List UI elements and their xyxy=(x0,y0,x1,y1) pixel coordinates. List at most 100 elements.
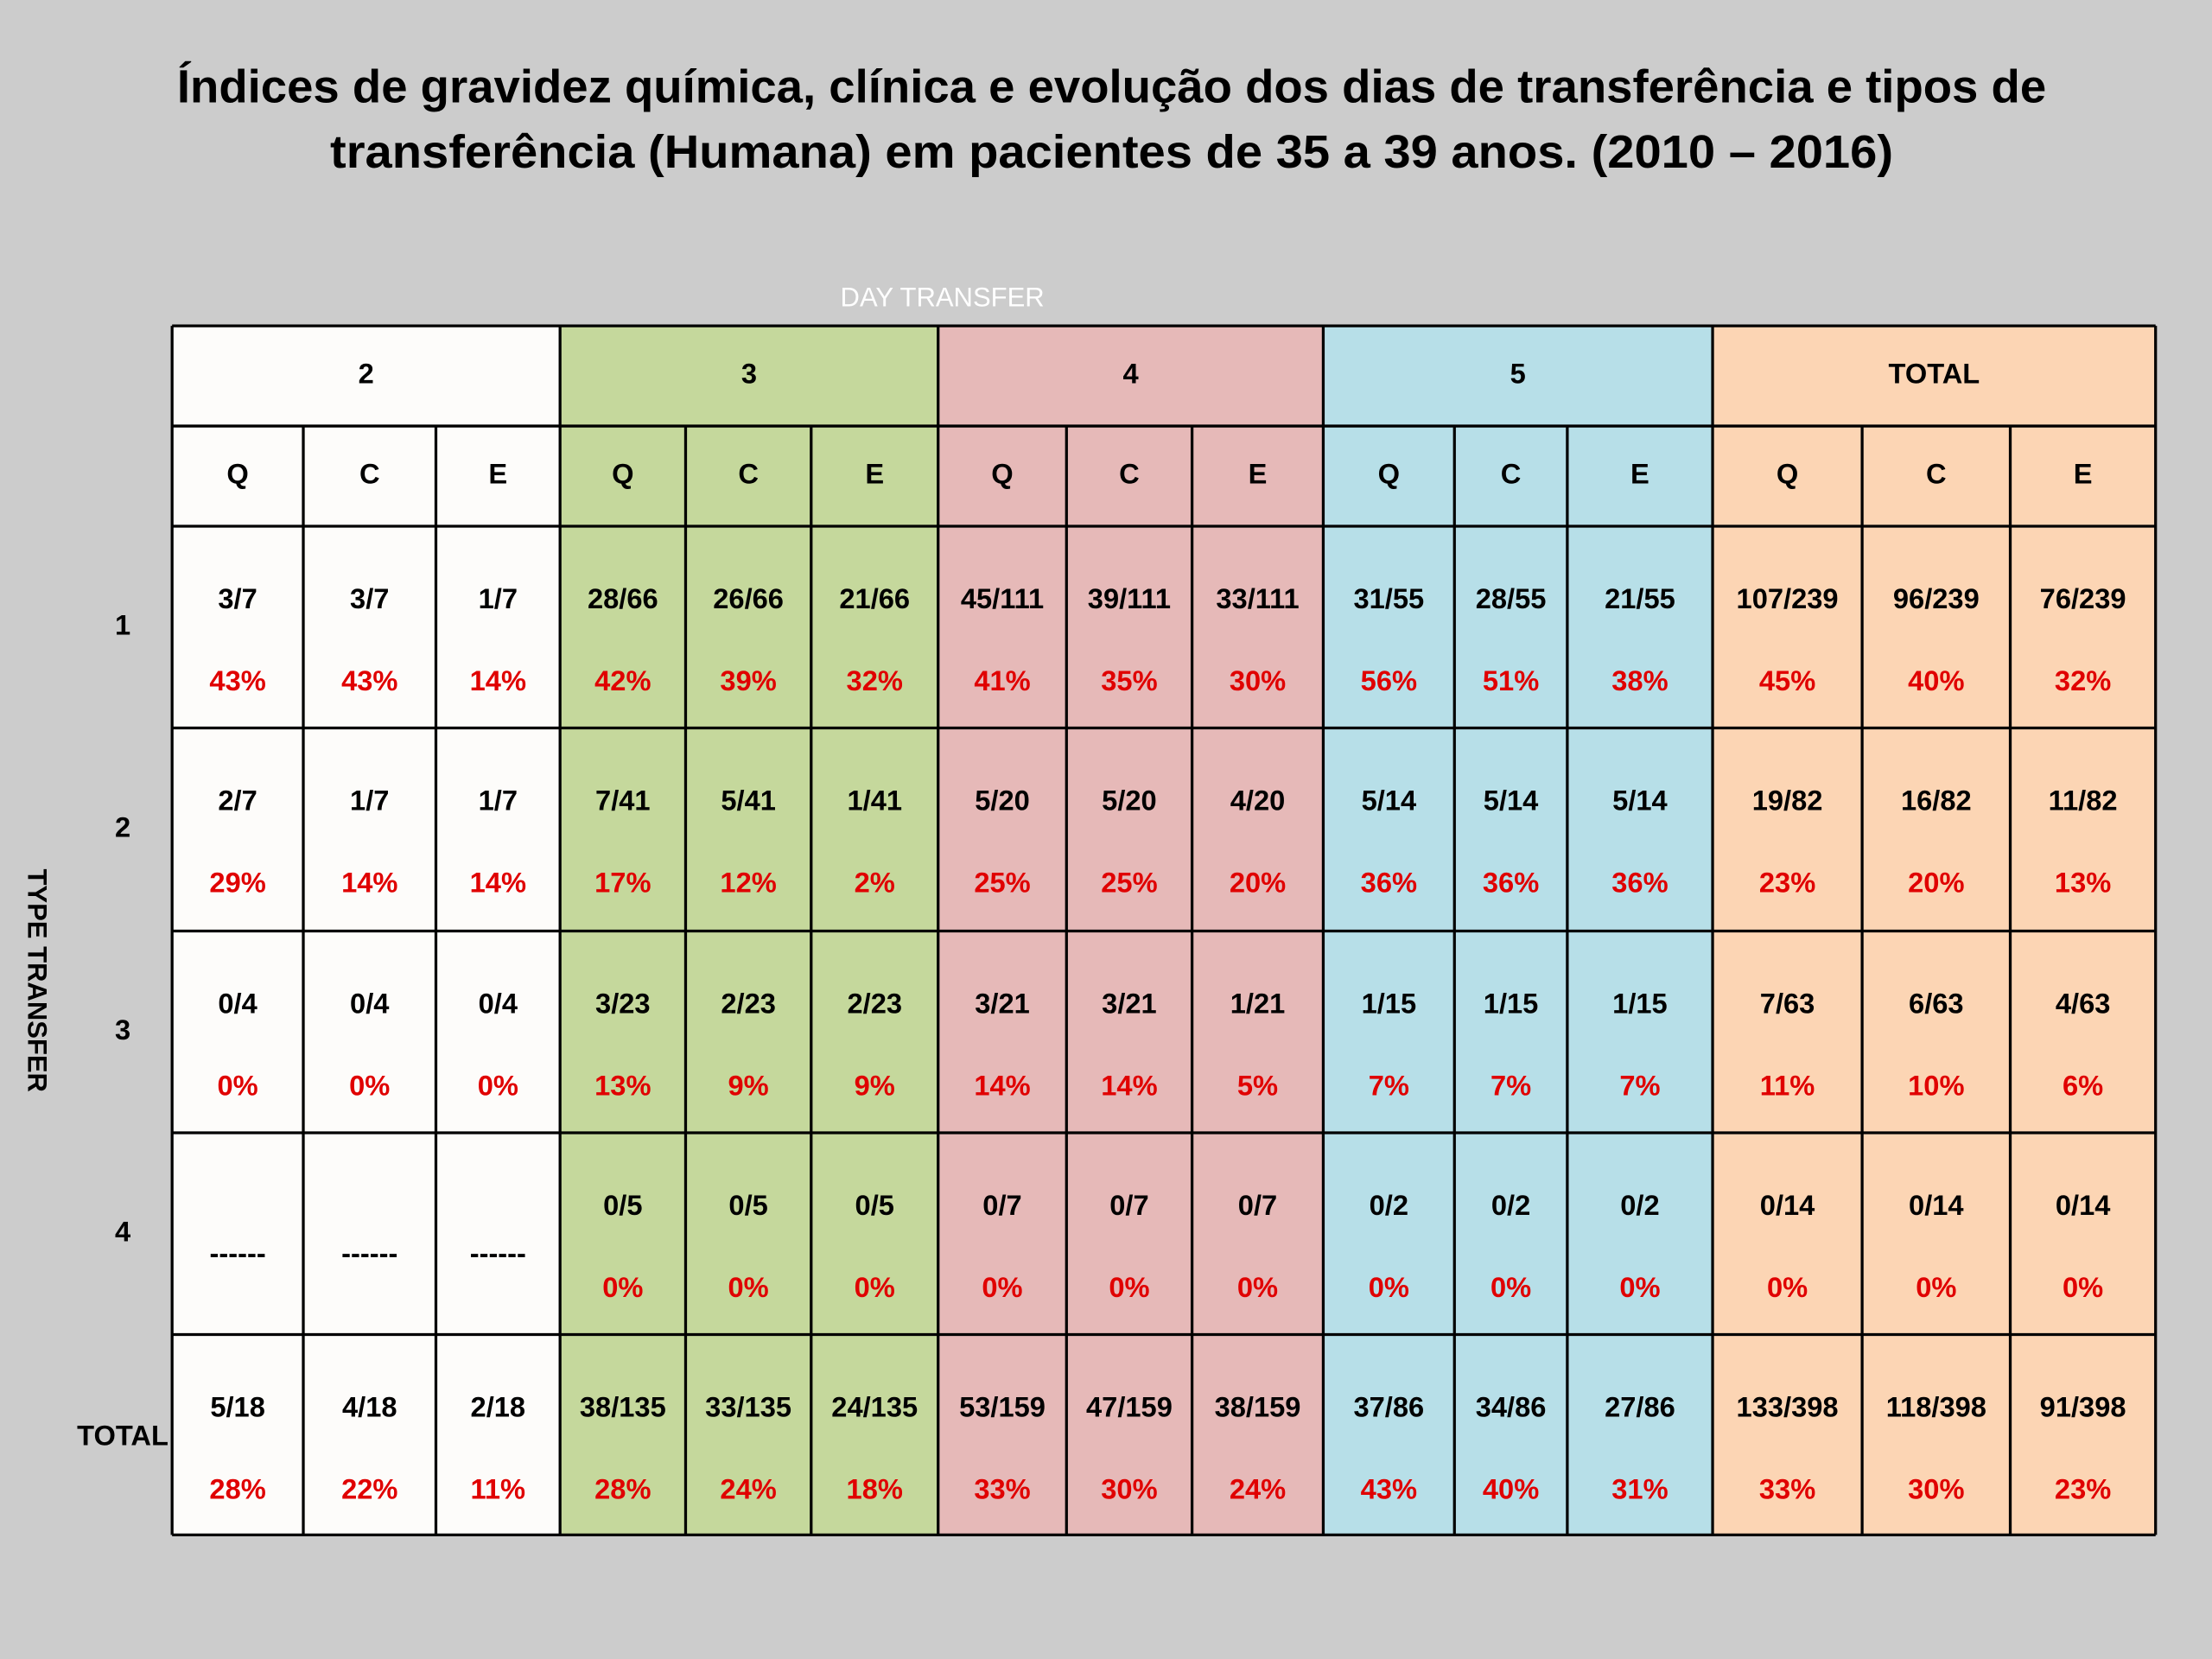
cell-value: ------ xyxy=(470,1237,526,1269)
cell-percent: 32% xyxy=(2055,664,2111,696)
cell-percent: 0% xyxy=(602,1271,643,1303)
group-header: 5 xyxy=(1510,358,1526,390)
cell-fraction: 19/82 xyxy=(1752,785,1823,817)
cell-percent: 14% xyxy=(974,1069,1030,1101)
cell-fraction: 133/398 xyxy=(1737,1391,1839,1423)
cell-percent: 38% xyxy=(1611,664,1668,696)
cell-value: ------ xyxy=(209,1237,265,1269)
cell-percent: 36% xyxy=(1483,866,1539,898)
cell-fraction: 31/55 xyxy=(1354,582,1425,614)
cell-percent: 43% xyxy=(1361,1472,1417,1504)
row-label: 4 xyxy=(115,1215,130,1247)
cell-fraction: 38/135 xyxy=(580,1391,666,1423)
cell-fraction: 0/7 xyxy=(1109,1189,1148,1221)
cell-fraction: 0/14 xyxy=(1909,1189,1964,1221)
sub-header: C xyxy=(1119,458,1140,490)
cell-fraction: 27/86 xyxy=(1605,1391,1675,1423)
cell-fraction: 34/86 xyxy=(1476,1391,1547,1423)
row-label: 3 xyxy=(115,1014,130,1046)
cell-fraction: 24/135 xyxy=(831,1391,918,1423)
cell-percent: 40% xyxy=(1483,1472,1539,1504)
cell-percent: 12% xyxy=(720,866,776,898)
sub-header: Q xyxy=(1378,458,1400,490)
cell-percent: 14% xyxy=(1101,1069,1157,1101)
cell-fraction: 26/66 xyxy=(713,582,784,614)
cell-percent: 0% xyxy=(2063,1271,2103,1303)
cell-fraction: 2/7 xyxy=(218,785,257,817)
cell-fraction: 0/7 xyxy=(1238,1189,1277,1221)
cell-fraction: 5/14 xyxy=(1484,785,1539,817)
cell-fraction: 1/7 xyxy=(479,582,518,614)
cell-percent: 28% xyxy=(209,1472,265,1504)
cell-fraction: 11/82 xyxy=(2049,785,2118,817)
cell-percent: 20% xyxy=(1908,866,1964,898)
title-line: transferência (Humana) em pacientes de 3… xyxy=(330,126,1893,178)
cell-percent: 9% xyxy=(855,1069,895,1101)
cell-percent: 0% xyxy=(218,1069,258,1101)
cell-fraction: 0/4 xyxy=(479,988,518,1020)
cell-percent: 10% xyxy=(1908,1069,1964,1101)
cell-fraction: 96/239 xyxy=(1893,582,1980,614)
cell-percent: 0% xyxy=(1237,1271,1278,1303)
cell-percent: 43% xyxy=(341,664,397,696)
cell-percent: 14% xyxy=(470,866,526,898)
cell-percent: 7% xyxy=(1369,1069,1409,1101)
title-line: Índices de gravidez química, clínica e e… xyxy=(177,61,2046,113)
cell-percent: 17% xyxy=(594,866,651,898)
cell-percent: 51% xyxy=(1483,664,1539,696)
sub-header: C xyxy=(1501,458,1522,490)
cell-fraction: 3/7 xyxy=(218,582,257,614)
cell-percent: 23% xyxy=(2055,1472,2111,1504)
cell-percent: 0% xyxy=(349,1069,390,1101)
cell-fraction: 4/63 xyxy=(2056,988,2111,1020)
cell-percent: 0% xyxy=(478,1069,518,1101)
sub-header: E xyxy=(865,458,884,490)
cell-percent: 7% xyxy=(1491,1069,1531,1101)
cell-fraction: 21/66 xyxy=(839,582,910,614)
sub-header: Q xyxy=(991,458,1013,490)
cell-percent: 20% xyxy=(1230,866,1286,898)
cell-fraction: 4/18 xyxy=(342,1391,397,1423)
cell-fraction: 0/14 xyxy=(1760,1189,1815,1221)
cell-fraction: 5/41 xyxy=(721,785,776,817)
cell-fraction: 0/14 xyxy=(2056,1189,2111,1221)
sub-header: E xyxy=(488,458,507,490)
cell-percent: 33% xyxy=(974,1472,1030,1504)
cell-fraction: 5/18 xyxy=(210,1391,265,1423)
cell-percent: 2% xyxy=(855,866,895,898)
cell-percent: 23% xyxy=(1759,866,1815,898)
cell-fraction: 6/63 xyxy=(1909,988,1964,1020)
column-header: DAY TRANSFER xyxy=(841,282,1045,312)
cell-percent: 0% xyxy=(1619,1271,1660,1303)
cell-fraction: 0/5 xyxy=(603,1189,642,1221)
cell-fraction: 5/20 xyxy=(975,785,1030,817)
cell-percent: 14% xyxy=(470,664,526,696)
cell-percent: 43% xyxy=(209,664,265,696)
cell-fraction: 0/5 xyxy=(855,1189,894,1221)
cell-percent: 13% xyxy=(594,1069,651,1101)
cell-fraction: 0/4 xyxy=(350,988,389,1020)
cell-fraction: 3/21 xyxy=(975,988,1030,1020)
cell-fraction: 45/111 xyxy=(961,582,1044,614)
cell-fraction: 47/159 xyxy=(1086,1391,1173,1423)
cell-percent: 9% xyxy=(728,1069,769,1101)
cell-percent: 0% xyxy=(1109,1271,1149,1303)
cell-fraction: 5/20 xyxy=(1102,785,1157,817)
cell-fraction: 91/398 xyxy=(2040,1391,2126,1423)
cell-percent: 36% xyxy=(1611,866,1668,898)
group-header: 2 xyxy=(359,358,374,390)
cell-fraction: 0/2 xyxy=(1491,1189,1530,1221)
cell-percent: 32% xyxy=(847,664,903,696)
cell-fraction: 33/135 xyxy=(705,1391,791,1423)
cell-percent: 24% xyxy=(1230,1472,1286,1504)
cell-percent: 13% xyxy=(2055,866,2111,898)
cell-fraction: 1/15 xyxy=(1362,988,1417,1020)
cell-percent: 36% xyxy=(1361,866,1417,898)
cell-percent: 24% xyxy=(720,1472,776,1504)
cell-percent: 30% xyxy=(1908,1472,1964,1504)
cell-fraction: 53/159 xyxy=(959,1391,1046,1423)
cell-percent: 29% xyxy=(209,866,265,898)
cell-fraction: 28/55 xyxy=(1476,582,1547,614)
cell-percent: 40% xyxy=(1908,664,1964,696)
